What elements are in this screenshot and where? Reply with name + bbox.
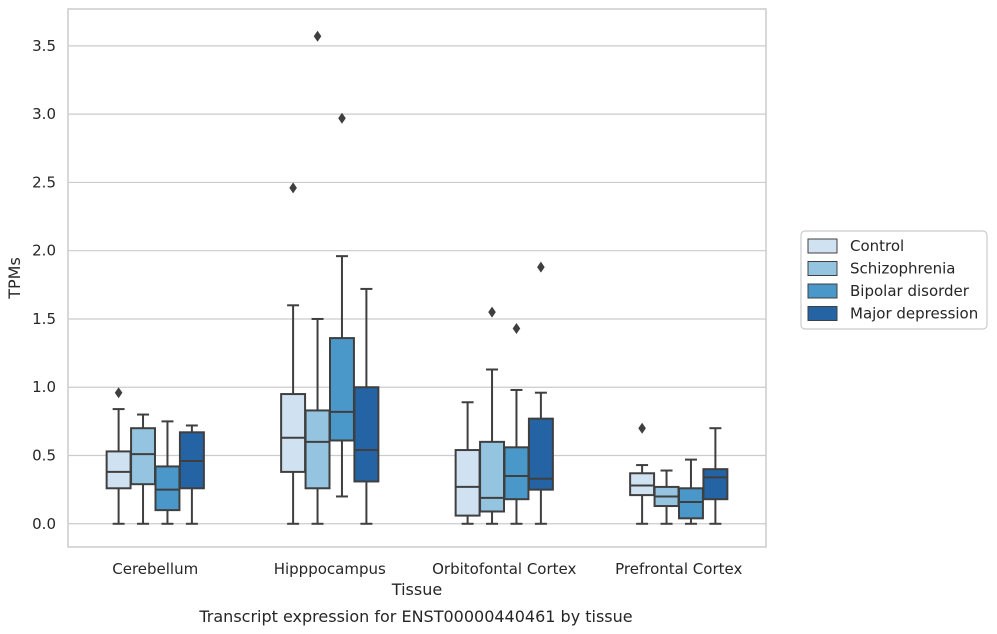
legend-label: Major depression: [850, 305, 978, 323]
legend-label: Control: [850, 237, 904, 255]
x-tick-label: Orbitofontal Cortex: [432, 560, 576, 578]
box-3-3: [503, 323, 530, 525]
legend-swatch: [807, 238, 838, 254]
legend-swatch: [807, 261, 838, 276]
box-1-3: [454, 401, 481, 525]
box-3-1: [154, 420, 181, 525]
y-tick-label: 0.5: [32, 447, 56, 465]
box-body: [280, 393, 307, 473]
y-tick-label: 1.5: [32, 310, 56, 328]
x-tick-labels: Cerebellum Hipppocampus Orbitofontal Corte…: [112, 560, 742, 578]
box-body: [702, 468, 729, 501]
box-3-2: [328, 112, 355, 498]
box-2-2: [304, 30, 331, 525]
legend-swatch: [807, 306, 838, 321]
box-body: [503, 446, 530, 501]
box-4-1: [178, 424, 205, 525]
outlier-point: [313, 30, 322, 42]
box-3-4: [677, 458, 704, 525]
box-1-1: [105, 387, 132, 525]
y-tick-label: 2.0: [32, 242, 56, 260]
box-body: [353, 386, 380, 483]
y-axis-label: TPMs: [5, 257, 24, 300]
x-axis-label: Tissue: [391, 580, 442, 599]
y-tick-labels: 0.0 0.5 1.0 1.5 2.0 2.5 3.0 3.5: [32, 37, 56, 533]
legend-label: Bipolar disorder: [850, 282, 970, 300]
outlier-point: [638, 422, 646, 434]
box-body: [130, 427, 157, 486]
box-4-2: [353, 287, 380, 525]
y-tick-label: 1.0: [32, 378, 56, 396]
box-body: [479, 440, 506, 513]
y-tick-label: 3.0: [32, 105, 56, 123]
box-1-2: [280, 182, 307, 525]
box-4-4: [702, 427, 729, 525]
outlier-point: [512, 323, 521, 335]
box-body: [629, 472, 656, 497]
y-tick-label: 0.0: [32, 515, 56, 533]
legend: Control Schizophrenia Bipolar disorder Majo…: [800, 230, 988, 330]
box-body: [527, 417, 554, 491]
box-2-1: [130, 413, 157, 525]
legend-swatch: [807, 283, 838, 299]
plot-frame: [67, 8, 767, 548]
outlier-point: [488, 306, 496, 318]
outlier-point: [338, 112, 346, 124]
box-1-4: [629, 422, 656, 525]
grid-lines: [68, 45, 766, 525]
box-groups: [105, 30, 729, 525]
outlier-point: [537, 261, 545, 273]
legend-label: Schizophrenia: [850, 260, 955, 278]
y-tick-label: 2.5: [32, 173, 56, 191]
box-body: [105, 450, 132, 490]
chart-caption: Transcript expression for ENST0000044046…: [198, 607, 632, 626]
outlier-point: [289, 182, 297, 194]
outlier-point: [114, 387, 123, 399]
legend-frame: [800, 230, 988, 330]
box-4-3: [527, 261, 554, 525]
box-body: [304, 409, 331, 490]
box-body: [154, 465, 181, 512]
x-tick-label: Prefrontal Cortex: [615, 560, 742, 578]
box-body: [328, 337, 355, 442]
box-body: [677, 487, 704, 520]
x-tick-label: Cerebellum: [112, 560, 198, 578]
x-tick-label: Hipppocampus: [274, 560, 386, 578]
box-body: [454, 449, 481, 517]
box-2-3: [479, 306, 506, 525]
box-2-4: [653, 469, 680, 525]
y-tick-label: 3.5: [32, 37, 56, 55]
